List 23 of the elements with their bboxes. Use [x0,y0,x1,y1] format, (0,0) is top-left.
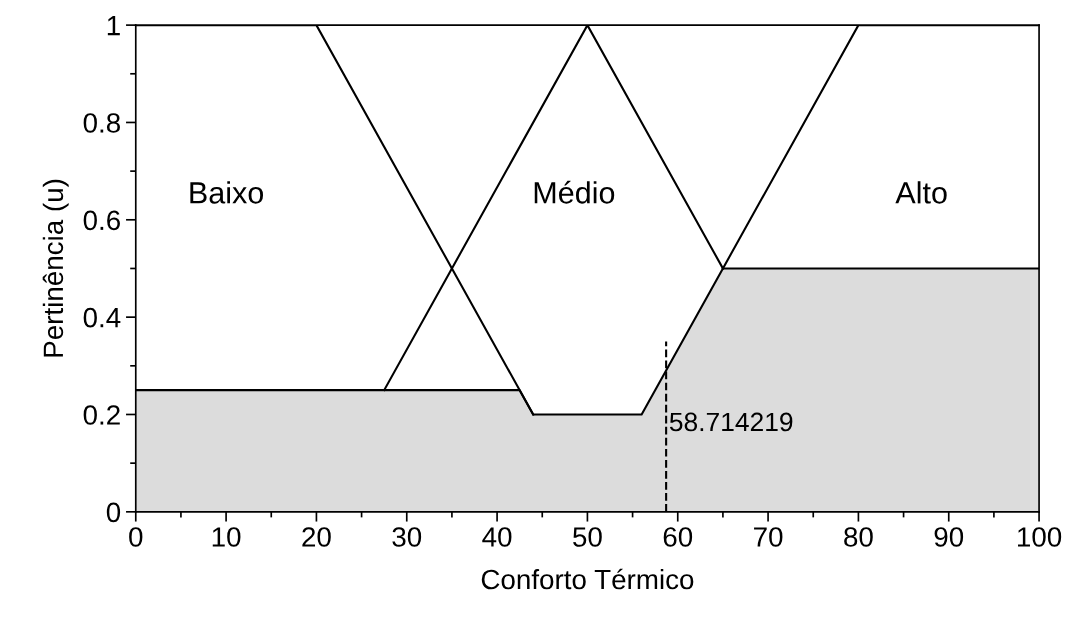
y-tick-label: 0.6 [83,210,120,231]
x-tick-label: 50 [573,527,602,547]
ref-line-label: 58.714219 [669,412,793,432]
annotation: Alto [895,181,947,204]
x-tick-label: 90 [934,527,964,547]
y-tick-label: 0.8 [83,113,120,133]
y-tick-label: 0.2 [83,405,120,425]
annotation: Médio [534,180,615,204]
annotation: Baixo [190,181,264,204]
x-axis-title: Conforto Térmico [481,568,694,590]
y-tick-label: 0.4 [83,307,121,328]
x-tick-label: 30 [392,527,422,547]
x-tick-label: 40 [482,527,512,547]
y-axis-title: Pertinência (u) [42,179,69,357]
x-tick-label: 80 [844,527,873,547]
x-tick-label: 0 [129,527,143,547]
x-tick-label: 10 [212,527,241,547]
x-tick-label: 100 [1018,527,1062,547]
y-tick-label: 1 [107,16,120,36]
y-tick-label: 0 [106,502,121,523]
x-tick-label: 20 [302,527,331,547]
x-tick-label: 70 [754,527,783,547]
x-tick-label: 60 [663,527,693,547]
